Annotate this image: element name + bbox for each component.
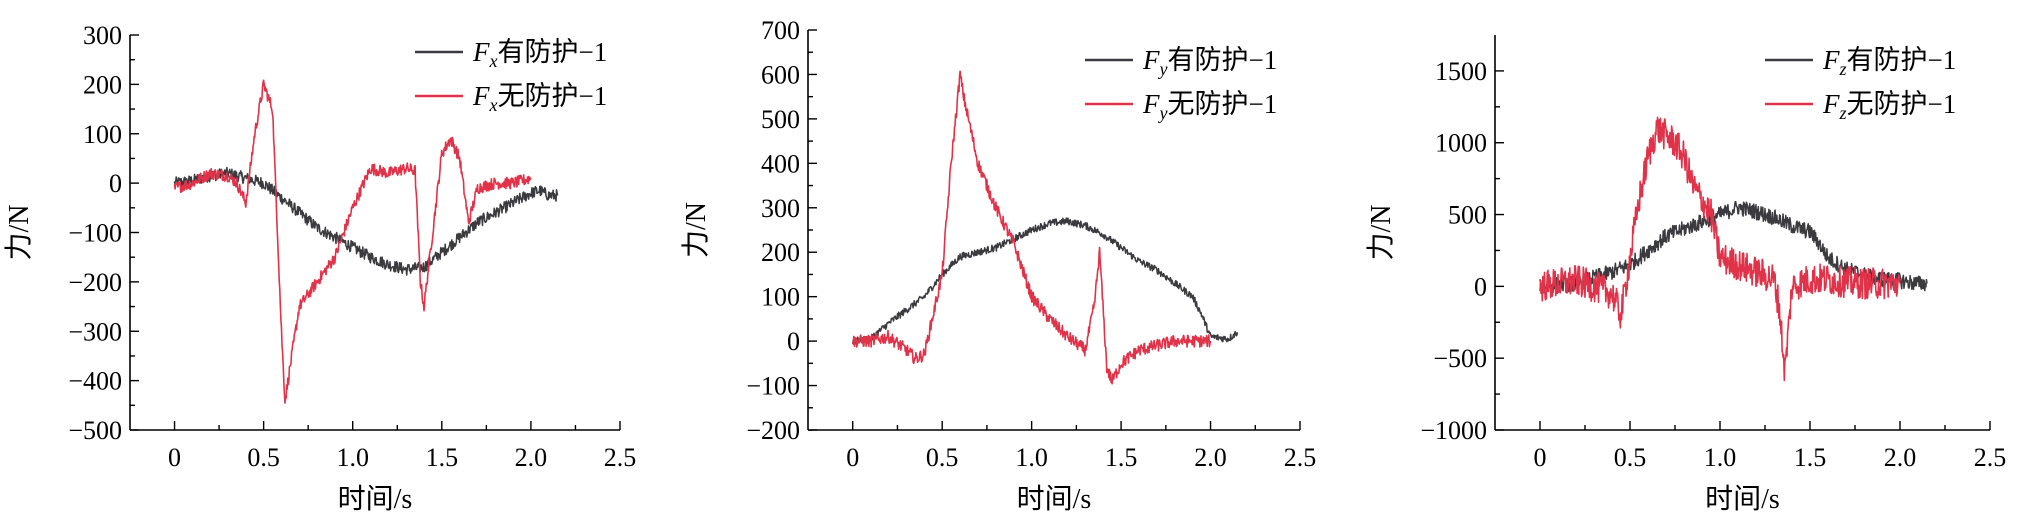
- y-tick-label: 600: [761, 60, 800, 89]
- legend-label: Fx有防护−1: [472, 37, 607, 71]
- y-tick-label: −1000: [1420, 416, 1487, 445]
- y-tick-label: −100: [68, 219, 122, 248]
- y-tick-label: 100: [83, 120, 122, 149]
- y-tick-label: 300: [83, 21, 122, 50]
- y-tick-label: 200: [761, 238, 800, 267]
- series-line-protected: [851, 217, 1239, 345]
- y-axis-title: 力/N: [1365, 204, 1397, 260]
- x-tick-label: 0: [1534, 443, 1547, 472]
- y-tick-label: −300: [68, 317, 122, 346]
- chart-panel-1: −500 −400 −300 −200 −100 0 100 200 300 0 0.5 1.0 1.5…: [3, 21, 636, 515]
- x-axis-title: 时间/s: [1017, 483, 1092, 515]
- y-tick-label: 400: [761, 149, 800, 178]
- x-axis-title: 时间/s: [338, 483, 413, 515]
- y-tick-label: 500: [1448, 201, 1487, 230]
- series-line-protected: [173, 166, 559, 276]
- y-tick-label: −500: [68, 416, 122, 445]
- y-tick-label: −400: [68, 367, 122, 396]
- legend-label: Fx无防护−1: [472, 81, 607, 115]
- series-line-unprotected: [852, 70, 1212, 385]
- x-tick-label: 0.5: [1614, 443, 1647, 472]
- series-line-unprotected: [1539, 116, 1901, 382]
- y-tick-label: −200: [746, 416, 800, 445]
- y-tick-label: 300: [761, 194, 800, 223]
- legend-label: Fy有防护−1: [1142, 45, 1277, 79]
- x-axis-title: 时间/s: [1705, 483, 1780, 515]
- y-tick-label: −100: [746, 372, 800, 401]
- y-tick-label: 1500: [1435, 57, 1487, 86]
- chart-panel-3: −1000 −500 0 500 1000 1500 0 0.5 1.0 1.5 2.0 2.5 时间/…: [1365, 35, 2006, 515]
- y-tick-label: 100: [761, 283, 800, 312]
- x-tick-label: 1.0: [1704, 443, 1737, 472]
- chart-panel-2: −200 −100 0 100 200 300 400 500 600 700 0 0.5 1.0 1.5…: [680, 16, 1316, 515]
- x-tick-label: 2.0: [515, 443, 548, 472]
- y-tick-label: 0: [109, 169, 122, 198]
- y-tick-label: −200: [68, 268, 122, 297]
- x-tick-label: 2.0: [1194, 443, 1227, 472]
- x-tick-label: 2.5: [1284, 443, 1317, 472]
- x-tick-label: 2.5: [604, 443, 637, 472]
- x-tick-label: 0.5: [926, 443, 959, 472]
- legend-label: Fy无防护−1: [1142, 89, 1277, 123]
- legend-label: Fz无防护−1: [1822, 89, 1956, 123]
- x-tick-label: 1.5: [426, 443, 459, 472]
- x-tick-label: 2.5: [1974, 443, 2007, 472]
- y-tick-label: −500: [1433, 344, 1487, 373]
- x-tick-label: 1.0: [1015, 443, 1048, 472]
- x-tick-label: 1.0: [336, 443, 369, 472]
- y-tick-label: 200: [83, 70, 122, 99]
- y-axis-title: 力/N: [680, 202, 712, 258]
- y-tick-label: 700: [761, 16, 800, 45]
- y-axis-title: 力/N: [3, 204, 35, 260]
- y-tick-label: 0: [1474, 272, 1487, 301]
- x-tick-label: 0: [846, 443, 859, 472]
- x-tick-label: 2.0: [1884, 443, 1917, 472]
- x-tick-label: 0.5: [247, 443, 280, 472]
- x-tick-label: 1.5: [1794, 443, 1827, 472]
- x-tick-label: 0: [168, 443, 181, 472]
- series-line-unprotected: [173, 79, 532, 404]
- y-tick-label: 0: [787, 327, 800, 356]
- x-tick-label: 1.5: [1105, 443, 1138, 472]
- y-tick-label: 1000: [1435, 129, 1487, 158]
- y-tick-label: 500: [761, 105, 800, 134]
- legend-label: Fz有防护−1: [1822, 45, 1956, 79]
